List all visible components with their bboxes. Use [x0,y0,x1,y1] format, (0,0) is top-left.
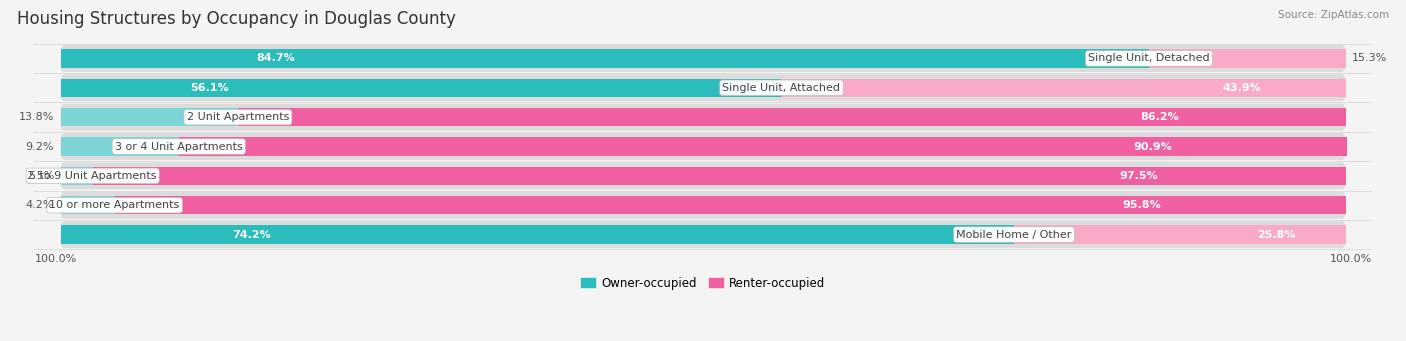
Text: 86.2%: 86.2% [1140,112,1180,122]
Text: 100.0%: 100.0% [34,254,76,264]
FancyBboxPatch shape [60,74,1346,101]
Text: Mobile Home / Other: Mobile Home / Other [956,229,1071,240]
Bar [179,137,1347,155]
Bar [238,108,1346,126]
Bar [60,225,1014,244]
Text: 43.9%: 43.9% [1222,83,1261,93]
Text: Single Unit, Attached: Single Unit, Attached [723,83,841,93]
Text: Source: ZipAtlas.com: Source: ZipAtlas.com [1278,10,1389,20]
Bar [60,167,93,185]
Bar [60,108,238,126]
Text: 100.0%: 100.0% [1330,254,1372,264]
Legend: Owner-occupied, Renter-occupied: Owner-occupied, Renter-occupied [576,272,830,294]
FancyBboxPatch shape [60,104,1346,131]
Text: 56.1%: 56.1% [190,83,229,93]
Text: 90.9%: 90.9% [1133,142,1171,151]
FancyBboxPatch shape [60,162,1346,189]
Text: 25.8%: 25.8% [1257,229,1296,240]
FancyBboxPatch shape [60,45,1346,72]
Text: 4.2%: 4.2% [25,200,53,210]
Bar [93,167,1346,185]
Text: 2.5%: 2.5% [25,171,53,181]
FancyBboxPatch shape [60,192,1346,219]
Text: 9.2%: 9.2% [25,142,53,151]
Text: 74.2%: 74.2% [232,229,271,240]
Bar [60,137,179,155]
Bar [60,79,782,97]
FancyBboxPatch shape [60,221,1346,248]
Text: 5 to 9 Unit Apartments: 5 to 9 Unit Apartments [30,171,156,181]
Text: 97.5%: 97.5% [1119,171,1157,181]
Text: Housing Structures by Occupancy in Douglas County: Housing Structures by Occupancy in Dougl… [17,10,456,28]
Bar [1149,49,1346,68]
Text: 2 Unit Apartments: 2 Unit Apartments [187,112,290,122]
Text: 13.8%: 13.8% [18,112,53,122]
Text: 95.8%: 95.8% [1122,200,1161,210]
Text: 84.7%: 84.7% [256,54,295,63]
Bar [782,79,1346,97]
Text: 15.3%: 15.3% [1353,54,1388,63]
Bar [114,196,1346,214]
Text: 3 or 4 Unit Apartments: 3 or 4 Unit Apartments [115,142,243,151]
FancyBboxPatch shape [60,133,1346,160]
Text: Single Unit, Detached: Single Unit, Detached [1088,54,1209,63]
Bar [1014,225,1346,244]
Text: 10 or more Apartments: 10 or more Apartments [49,200,180,210]
Bar [60,196,114,214]
Bar [60,49,1149,68]
